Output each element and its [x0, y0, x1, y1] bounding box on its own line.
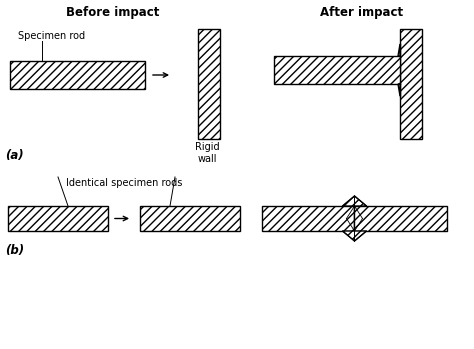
Text: Before impact: Before impact — [66, 6, 160, 19]
Bar — [355, 206, 447, 231]
Text: Rigid
wall: Rigid wall — [195, 142, 219, 164]
Bar — [262, 206, 355, 231]
Bar — [140, 206, 240, 231]
Text: (b): (b) — [5, 244, 24, 257]
Polygon shape — [343, 196, 366, 206]
Text: Identical specimen rods: Identical specimen rods — [66, 178, 182, 188]
Text: Specimen rod: Specimen rod — [18, 31, 85, 41]
Bar — [274, 56, 400, 84]
Bar — [8, 206, 108, 231]
Bar — [10, 61, 145, 89]
Text: (a): (a) — [5, 149, 24, 162]
Text: After impact: After impact — [320, 6, 403, 19]
Bar — [400, 29, 422, 139]
Polygon shape — [398, 84, 400, 96]
Polygon shape — [343, 231, 366, 241]
Polygon shape — [398, 44, 400, 56]
Bar — [198, 29, 220, 139]
